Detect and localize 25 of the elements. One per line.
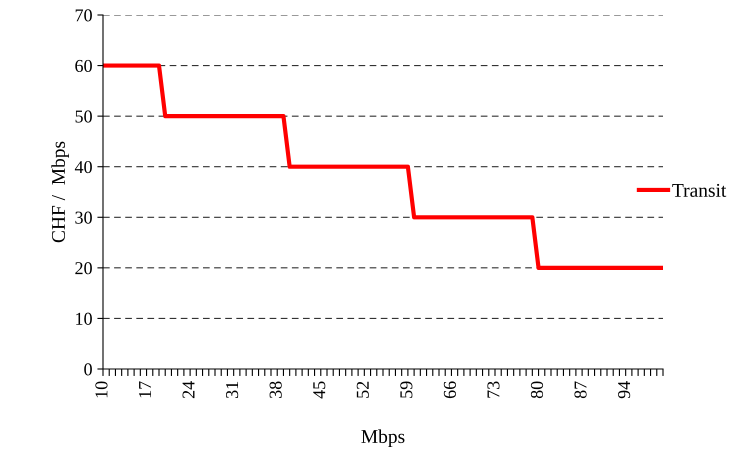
x-tick-label: 31: [226, 382, 238, 398]
y-tick-label: 70: [76, 9, 92, 22]
legend-label: Transit: [672, 184, 726, 197]
y-tick-label: 60: [75, 60, 92, 72]
x-tick-label: 80: [530, 381, 544, 398]
x-tick-label: 94: [618, 381, 630, 398]
y-tick-label: 50: [76, 110, 92, 123]
y-tick-label: 20: [75, 262, 92, 274]
line-series: [103, 63, 663, 270]
x-tick-label: 52: [356, 382, 369, 398]
y-tick-label: 10: [76, 312, 92, 325]
x-tick-label: 38: [270, 381, 282, 398]
x-tick-label: 87: [574, 381, 587, 398]
x-tick-label: 66: [444, 381, 456, 398]
y-tick-label: 30: [75, 212, 92, 224]
x-tick-label: 24: [182, 381, 194, 398]
x-tick-label: 73: [487, 382, 500, 398]
x-tick-label: 17: [138, 381, 151, 398]
x-tick-label: 59: [400, 382, 412, 398]
y-tick-label: 40: [74, 160, 92, 174]
y-axis-title: CHF / Mbps: [51, 142, 69, 242]
x-tick-label: 45: [313, 382, 326, 399]
x-axis-title: Mbps: [361, 429, 404, 448]
x-tick-label: 10: [95, 381, 108, 398]
y-tick-label: 0: [84, 363, 92, 376]
